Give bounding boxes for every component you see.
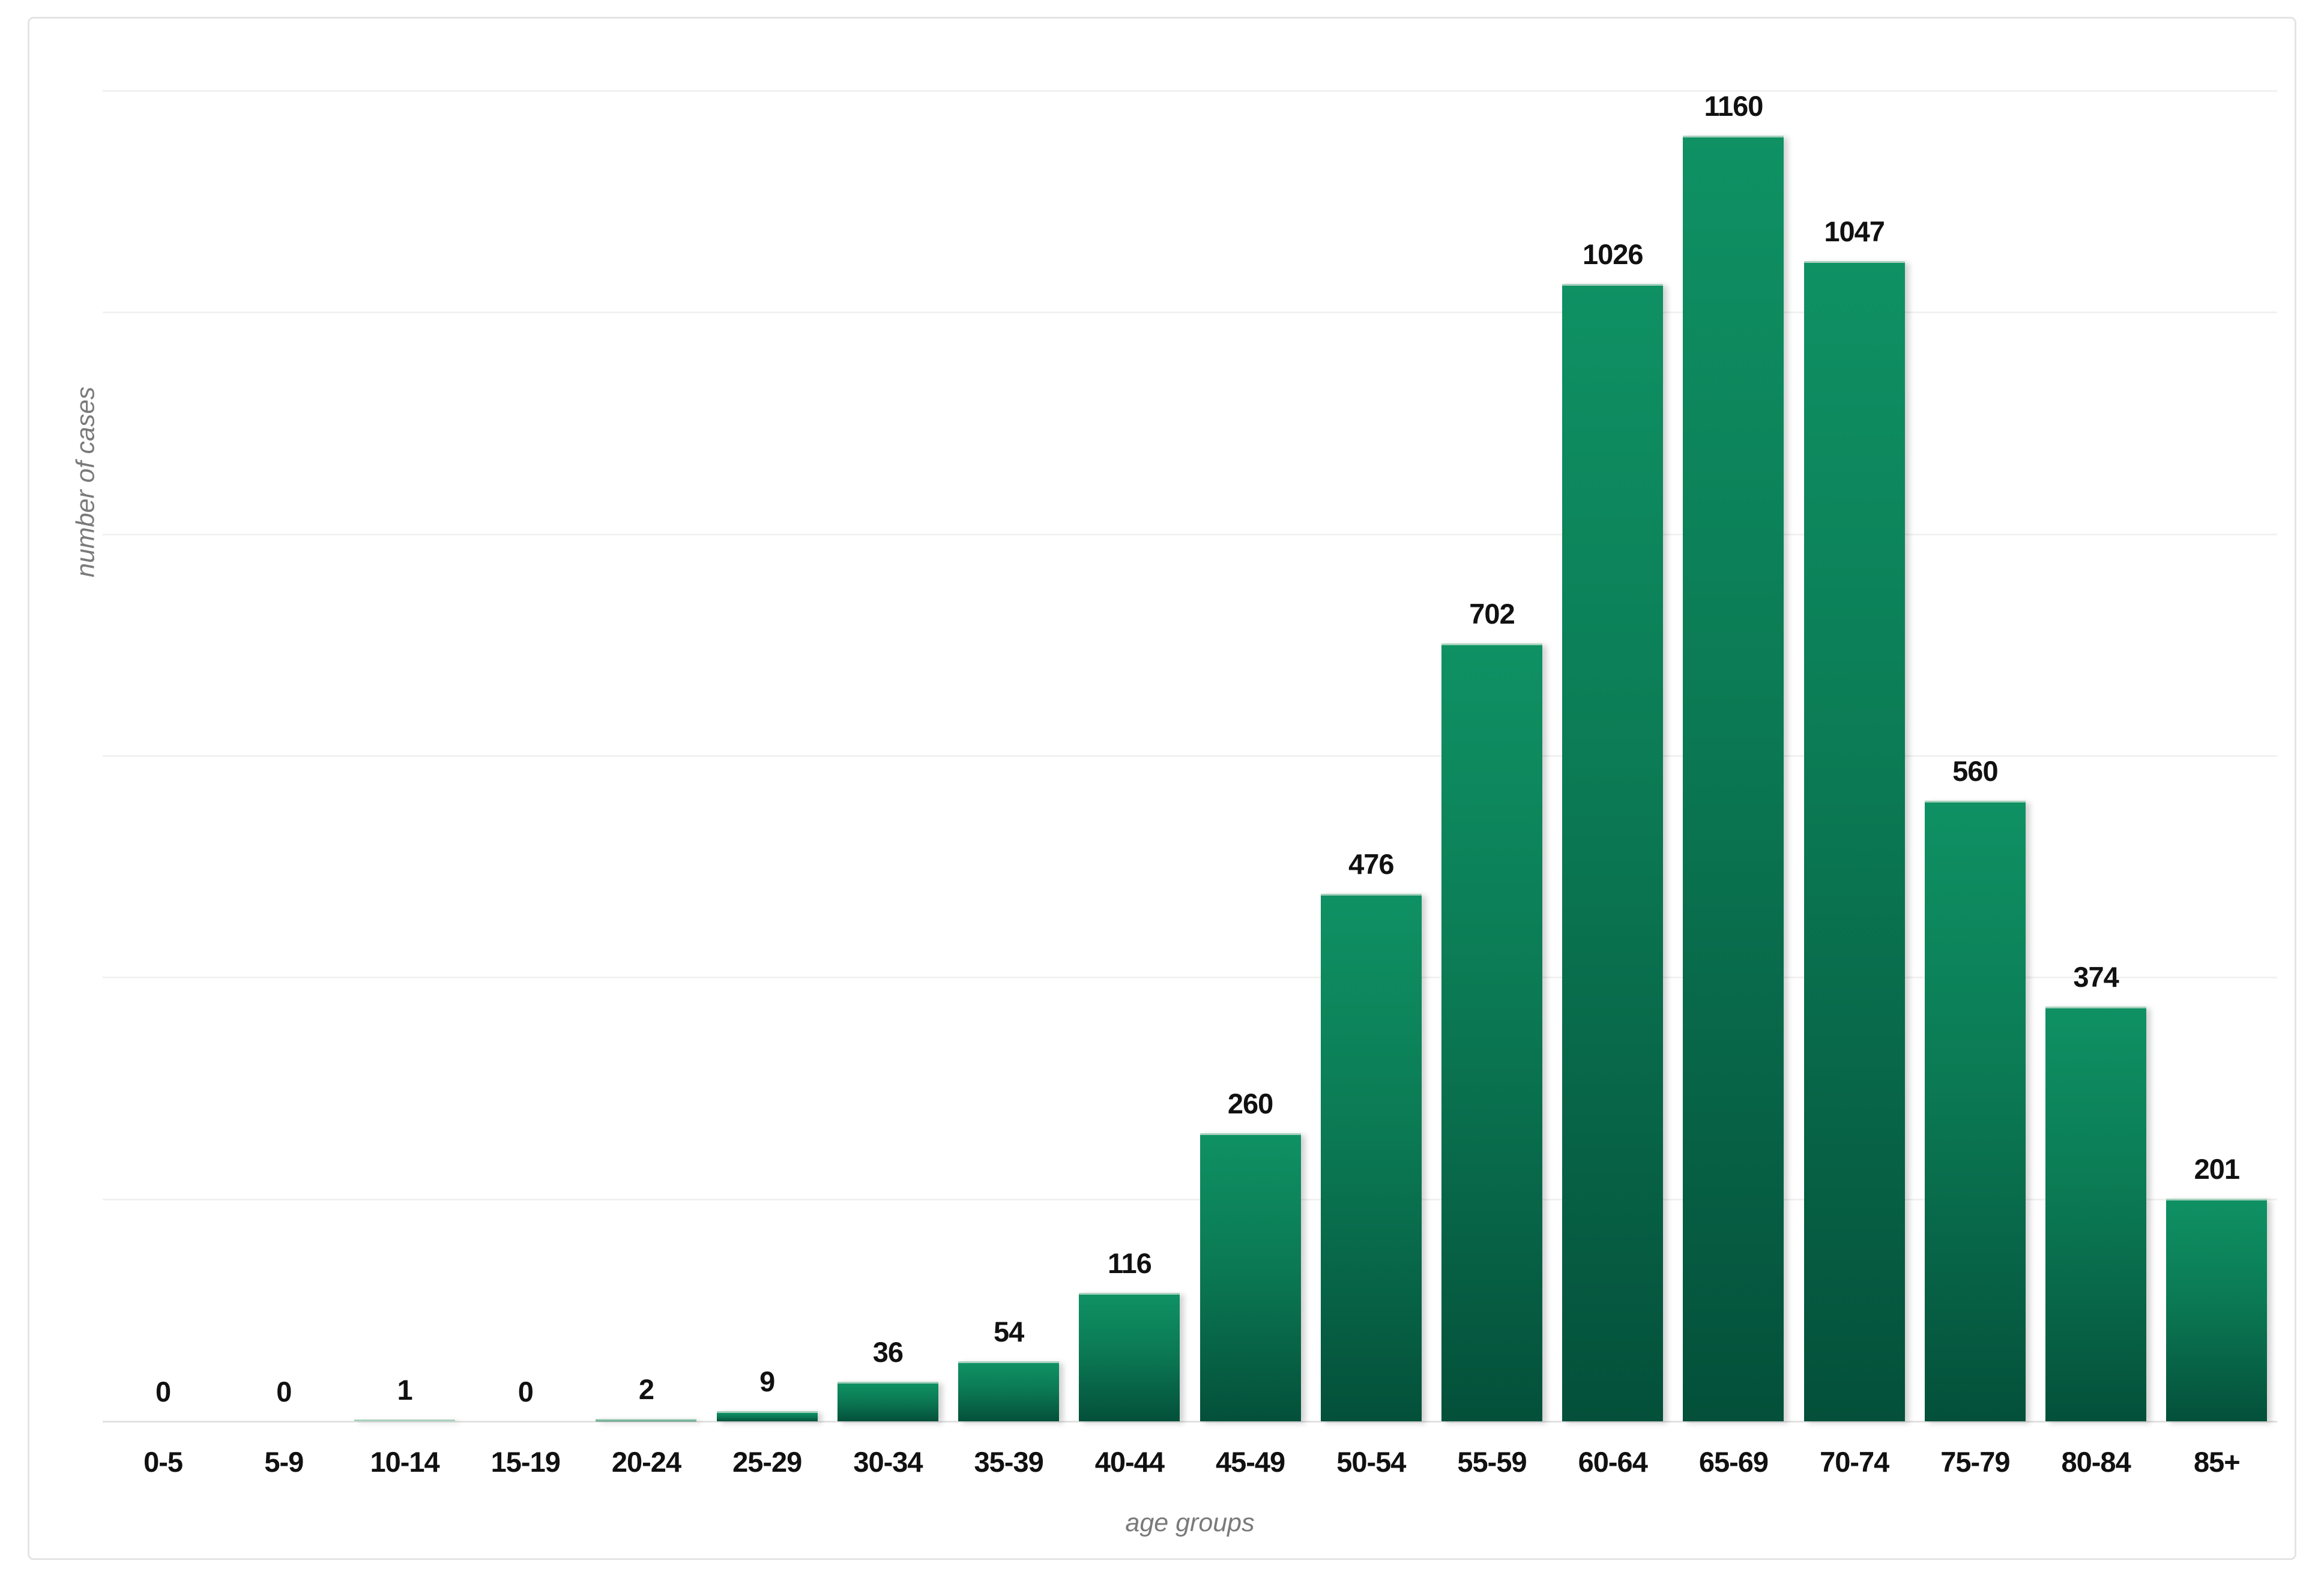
bar-value-label: 1026 [1582,238,1644,271]
bar-slot: 116 [1069,91,1190,1421]
x-tick-label: 35-39 [974,1446,1044,1478]
bar-value-label: 9 [759,1366,775,1398]
bar-series: 0 0 1 0 2 9 36 54 116 260 476 702 1026 1160 1047 560 374… [103,91,2277,1421]
plot-area: 0 0 1 0 2 9 36 54 116 260 476 702 1026 1160 1047 560 374… [103,90,2277,1423]
x-tick-label: 30-34 [853,1446,923,1478]
bar-50-54 [1320,894,1422,1421]
bar-80-84 [2045,1007,2147,1421]
bar-value-label: 201 [2194,1152,2240,1185]
bar-75-79 [1924,800,2026,1421]
bar-value-label: 36 [872,1336,904,1368]
bar-10-14 [354,1420,456,1421]
x-tick-label: 5-9 [264,1446,304,1478]
bar-25-29 [716,1411,818,1421]
x-tick-label: 80-84 [2061,1446,2131,1478]
x-tick-label: 50-54 [1336,1446,1406,1478]
bar-slot: 1 [344,91,465,1421]
bar-85+ [2166,1198,2268,1421]
x-axis-baseline [103,1421,2277,1423]
x-tick-label: 20-24 [611,1446,681,1478]
bar-slot: 702 [1431,91,1552,1421]
gridline-1000 [103,312,2277,314]
bar-value-label: 260 [1227,1087,1273,1119]
x-tick-label: 15-19 [490,1446,561,1478]
gridline-800 [103,533,2277,535]
x-tick-label: 60-64 [1578,1446,1648,1478]
bar-40-44 [1079,1292,1180,1421]
x-axis-title: age groups [1125,1508,1255,1537]
bar-slot: 54 [949,91,1069,1421]
bar-value-label: 0 [518,1376,534,1408]
bar-value-label: 1 [397,1374,412,1406]
bar-value-label: 0 [276,1376,292,1408]
bar-value-label: 560 [1952,754,1998,787]
gridline-400 [103,977,2277,979]
x-tick-label: 85+ [2193,1446,2241,1478]
x-tick-label: 75-79 [1940,1446,2010,1478]
bar-value-label: 116 [1107,1247,1152,1279]
bar-60-64 [1562,284,1664,1421]
bar-slot: 9 [707,91,827,1421]
bar-value-label: 1047 [1824,215,1885,247]
bar-value-label: 54 [994,1316,1024,1348]
bar-slot: 1026 [1553,91,1673,1421]
x-axis-tick-labels: 0-5 5-9 10-14 15-19 20-24 25-29 30-34 35-39 40-4… [103,1445,2277,1478]
bar-30-34 [837,1381,938,1421]
x-tick-label: 45-49 [1215,1446,1285,1478]
x-tick-label: 70-74 [1820,1446,1889,1478]
bar-45-49 [1200,1133,1301,1421]
bar-slot: 0 [103,91,223,1421]
bar-value-label: 702 [1469,597,1515,630]
bar-value-label: 2 [638,1373,654,1406]
bar-value-label: 374 [2073,961,2119,993]
x-tick-label: 65-69 [1698,1446,1769,1478]
bar-slot: 1047 [1794,91,1915,1421]
bar-slot: 0 [223,91,344,1421]
bar-slot: 260 [1190,91,1311,1421]
x-tick-label: 55-59 [1457,1446,1527,1478]
gridline-600 [103,755,2277,757]
gridline-200 [103,1198,2277,1200]
bar-slot: 374 [2036,91,2156,1421]
bar-slot: 1160 [1673,91,1794,1421]
bar-slot: 0 [465,91,586,1421]
x-tick-label: 0-5 [143,1446,183,1478]
y-axis-title: number of cases [71,387,100,577]
bar-20-24 [596,1419,697,1421]
bar-slot: 560 [1915,91,2035,1421]
x-tick-label: 40-44 [1094,1446,1165,1478]
bar-slot: 36 [827,91,948,1421]
bar-slot: 2 [586,91,707,1421]
bar-slot: 201 [2156,91,2277,1421]
bar-35-39 [958,1361,1060,1421]
bar-value-label: 476 [1348,848,1394,880]
x-tick-label: 25-29 [732,1446,802,1478]
bar-slot: 476 [1311,91,1431,1421]
bar-value-label: 1160 [1704,89,1763,122]
bar-70-74 [1803,260,1905,1421]
chart-card: 0 0 1 0 2 9 36 54 116 260 476 702 1026 1160 1047 560 374… [28,17,2296,1560]
gridline-1200 [103,90,2277,92]
bar-value-label: 0 [155,1376,171,1408]
bar-65-69 [1683,135,1784,1421]
bar-55-59 [1441,643,1543,1421]
x-tick-label: 10-14 [370,1446,439,1478]
